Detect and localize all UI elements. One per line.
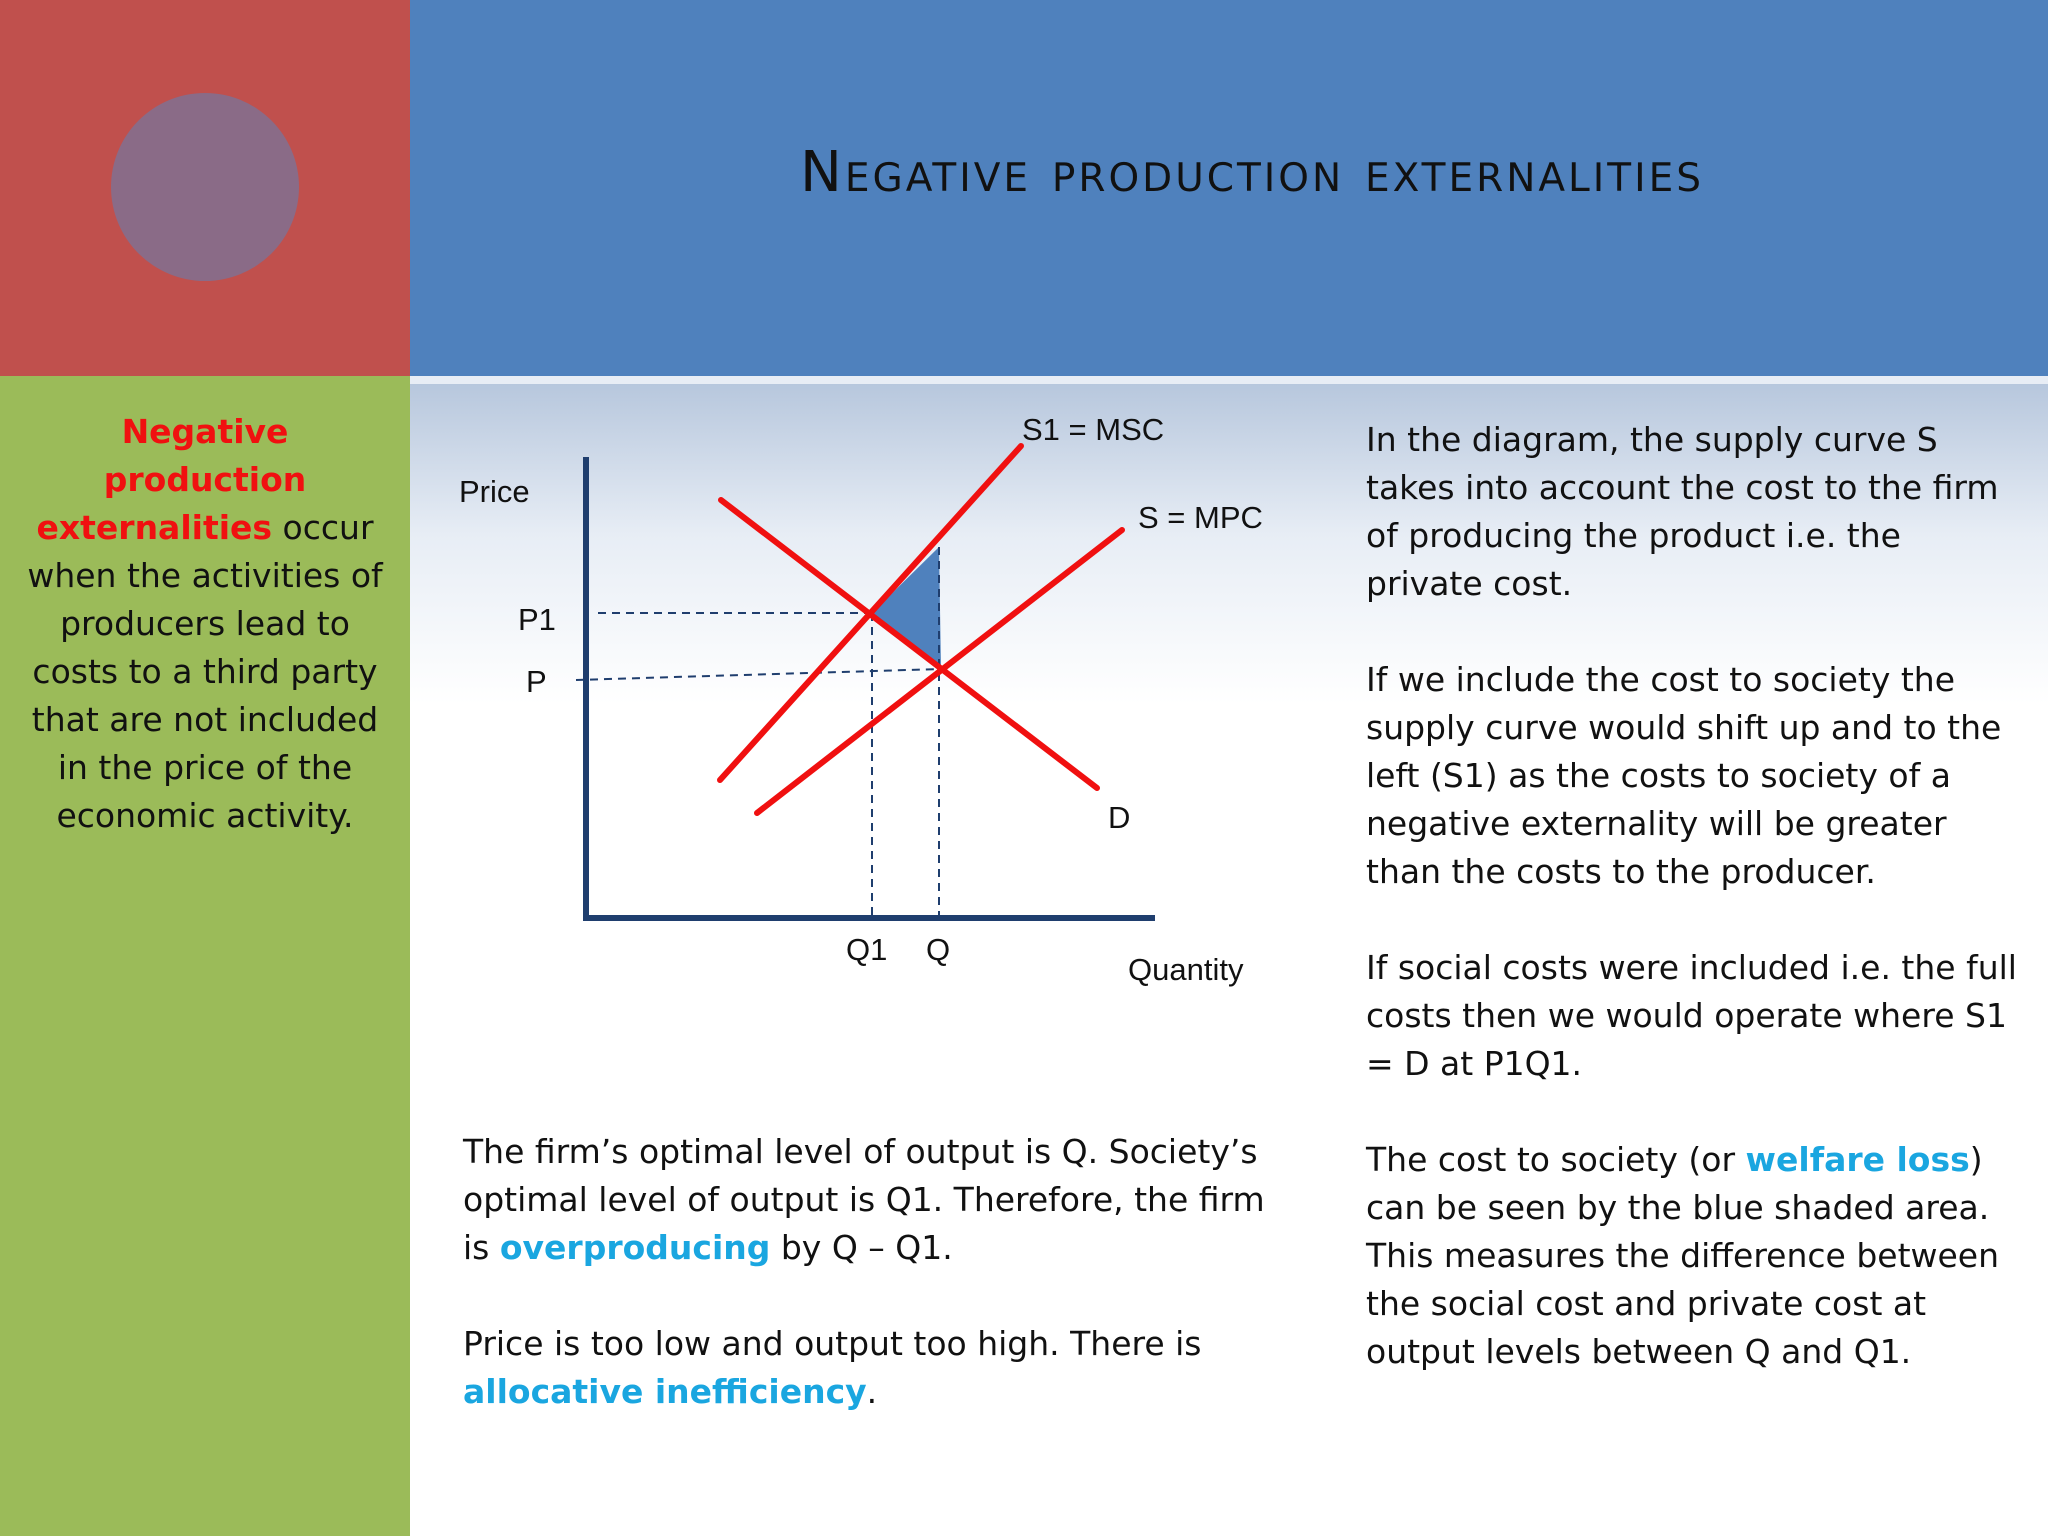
title-banner xyxy=(410,0,2048,376)
summary-paragraph-1: The firm’s optimal level of output is Q.… xyxy=(463,1128,1283,1272)
d-label: D xyxy=(1108,800,1130,835)
definition-text: Negative production externalities occur … xyxy=(22,408,388,840)
explanation-paragraph-3: If social costs were included i.e. the f… xyxy=(1366,948,2017,1083)
s-mpc-curve xyxy=(754,527,1125,816)
s1-label: S1 = MSC xyxy=(1022,412,1164,447)
overproducing-text-before: The firm’s optimal level of output is Q.… xyxy=(463,1132,1265,1267)
inefficiency-text-after: . xyxy=(866,1372,878,1411)
explanation-column: In the diagram, the supply curve S takes… xyxy=(1366,416,2026,1424)
sidebar-panel xyxy=(0,376,410,1536)
welfare-text-after: ) can be seen by the blue shaded area. T… xyxy=(1366,1140,2000,1371)
welfare-loss-highlight: welfare loss xyxy=(1745,1140,1970,1179)
content-area xyxy=(410,384,2048,1536)
x-axis-label: Quantity xyxy=(1128,952,1244,987)
s-label: S = MPC xyxy=(1138,500,1263,535)
overproducing-text-after: by Q – Q1. xyxy=(770,1228,953,1267)
p-label: P xyxy=(526,664,547,699)
decor-circle xyxy=(111,93,299,281)
y-axis-label: Price xyxy=(459,474,530,509)
overproducing-highlight: overproducing xyxy=(499,1228,771,1267)
definition-rest: occur when the activities of producers l… xyxy=(27,508,383,835)
q-label: Q xyxy=(926,932,950,967)
summary-paragraph-2: Price is too low and output too high. Th… xyxy=(463,1320,1283,1416)
explanation-paragraph-2: If we include the cost to society the su… xyxy=(1366,660,2002,891)
definition-highlight: Negative production externalities xyxy=(36,412,307,547)
explanation-paragraph-4: The cost to society (or welfare loss) ca… xyxy=(1366,1136,2026,1376)
slide-title: Negative production externalities xyxy=(800,140,1705,205)
explanation-paragraph-1: In the diagram, the supply curve S takes… xyxy=(1366,420,1999,603)
welfare-loss-area xyxy=(872,547,941,669)
inefficiency-text-before: Price is too low and output too high. Th… xyxy=(463,1324,1202,1363)
welfare-text-before: The cost to society (or xyxy=(1366,1140,1746,1179)
inefficiency-highlight: allocative inefficiency xyxy=(463,1372,867,1411)
q1-label: Q1 xyxy=(846,932,887,967)
summary-column: The firm’s optimal level of output is Q.… xyxy=(463,1128,1283,1464)
p-guide-line xyxy=(575,668,942,681)
banner-separator xyxy=(410,376,2048,384)
p1-label: P1 xyxy=(518,602,556,637)
demand-curve xyxy=(718,497,1100,791)
